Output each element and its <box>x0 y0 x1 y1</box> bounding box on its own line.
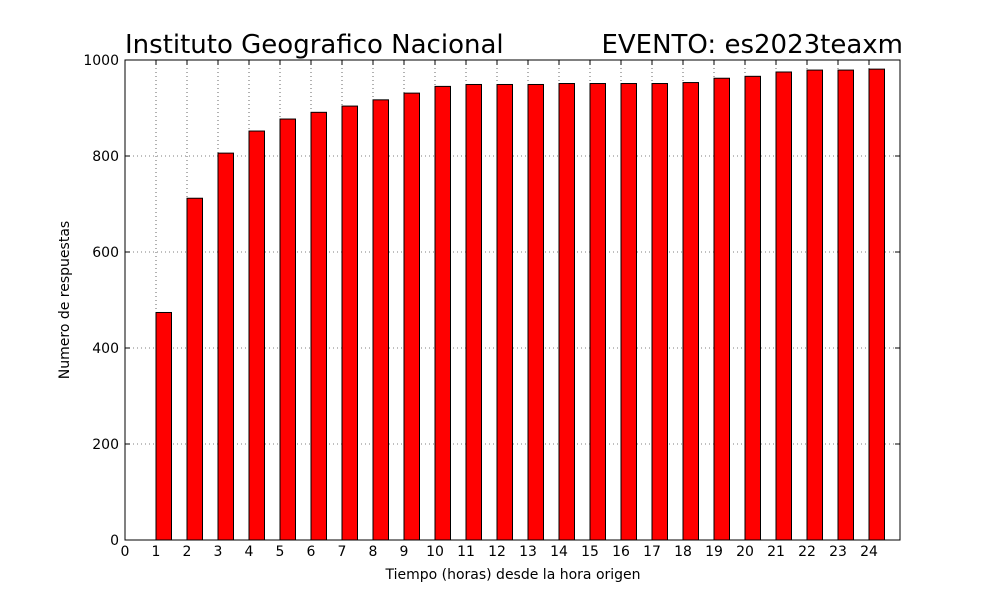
x-tick-label: 15 <box>581 544 599 560</box>
x-tick-label: 20 <box>736 544 754 560</box>
chart-title-left: Instituto Geografico Nacional <box>125 30 504 60</box>
bar-hour-22 <box>806 69 823 541</box>
bar-hour-4 <box>248 130 265 541</box>
y-tick-label: 400 <box>92 341 119 357</box>
x-tick-label: 3 <box>214 544 223 560</box>
y-axis-label: Numero de respuestas <box>57 221 73 379</box>
bar-hour-12 <box>496 83 513 541</box>
bar-hour-17 <box>651 83 668 541</box>
x-tick-label: 24 <box>860 544 878 560</box>
x-tick-label: 1 <box>152 544 161 560</box>
bars <box>155 68 885 541</box>
bar-hour-18 <box>682 82 699 541</box>
bar-hour-6 <box>310 111 327 541</box>
y-tick-label: 1000 <box>83 53 119 69</box>
bar-hour-15 <box>589 83 606 541</box>
bar-hour-21 <box>775 71 792 541</box>
x-tick-label: 12 <box>488 544 506 560</box>
bar-hour-23 <box>837 69 854 541</box>
x-tick-label: 7 <box>338 544 347 560</box>
x-tick-label: 16 <box>612 544 630 560</box>
x-tick-label: 19 <box>705 544 723 560</box>
bar-hour-11 <box>465 83 482 541</box>
bar-hour-8 <box>372 99 389 541</box>
x-tick-label: 9 <box>400 544 409 560</box>
plot-frame <box>124 59 901 541</box>
x-tick-label: 11 <box>457 544 475 560</box>
x-axis-label: Tiempo (horas) desde la hora origen <box>384 567 640 583</box>
bar-hour-9 <box>403 92 420 541</box>
bar-hour-20 <box>744 75 761 541</box>
y-tick-label: 800 <box>92 149 119 165</box>
y-tick-label: 0 <box>110 533 119 549</box>
x-tick-label: 14 <box>550 544 568 560</box>
x-tick-label: 8 <box>369 544 378 560</box>
bar-hour-5 <box>279 118 296 541</box>
bar-hour-2 <box>186 197 203 541</box>
x-tick-label: 2 <box>183 544 192 560</box>
bar-hour-24 <box>868 68 885 541</box>
x-tick-label: 6 <box>307 544 316 560</box>
x-tick-label: 22 <box>798 544 816 560</box>
bar-hour-13 <box>527 83 544 541</box>
bar-hour-10 <box>434 85 451 541</box>
x-tick-label: 21 <box>767 544 785 560</box>
y-tick-label: 600 <box>92 245 119 261</box>
x-tick-label: 18 <box>674 544 692 560</box>
bar-hour-16 <box>620 83 637 541</box>
x-tick-label: 5 <box>276 544 285 560</box>
x-tick-label: 23 <box>829 544 847 560</box>
bar-hour-14 <box>558 83 575 541</box>
x-tick-label: 4 <box>245 544 254 560</box>
bar-hour-19 <box>713 77 730 541</box>
x-tick-label: 17 <box>643 544 661 560</box>
chart-title-right: EVENTO: es2023teaxm <box>601 30 903 60</box>
x-tick-label: 0 <box>121 544 130 560</box>
x-tick-label: 10 <box>426 544 444 560</box>
bar-hour-1 <box>155 311 172 541</box>
bar-hour-3 <box>217 152 234 541</box>
x-tick-label: 13 <box>519 544 537 560</box>
bar-hour-7 <box>341 105 358 541</box>
y-tick-label: 200 <box>92 437 119 453</box>
